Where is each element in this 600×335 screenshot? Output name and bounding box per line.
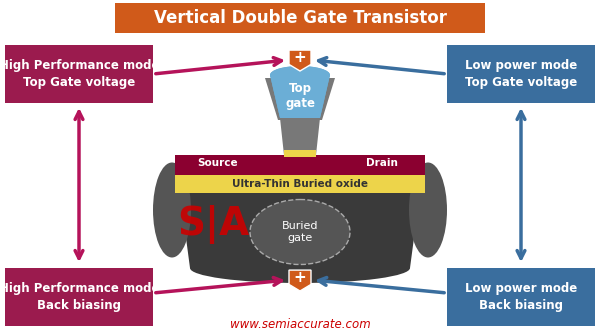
Ellipse shape xyxy=(270,66,330,84)
Polygon shape xyxy=(270,75,330,118)
Ellipse shape xyxy=(250,200,350,265)
Polygon shape xyxy=(175,155,425,268)
Ellipse shape xyxy=(270,66,330,84)
Polygon shape xyxy=(284,150,316,157)
Polygon shape xyxy=(175,175,425,193)
Text: Low power mode
Back biasing: Low power mode Back biasing xyxy=(465,282,577,312)
Text: Drain: Drain xyxy=(366,158,398,168)
Polygon shape xyxy=(289,270,311,291)
Polygon shape xyxy=(289,50,311,71)
Text: High Performance mode
Top Gate voltage: High Performance mode Top Gate voltage xyxy=(0,59,159,89)
Ellipse shape xyxy=(190,253,410,283)
Polygon shape xyxy=(265,78,335,120)
Polygon shape xyxy=(332,155,425,172)
FancyBboxPatch shape xyxy=(447,268,595,326)
Text: S|A: S|A xyxy=(177,205,249,245)
FancyBboxPatch shape xyxy=(447,45,595,103)
Text: +: + xyxy=(293,270,307,285)
Polygon shape xyxy=(280,118,320,155)
Ellipse shape xyxy=(153,162,191,258)
Text: www.semiaccurate.com: www.semiaccurate.com xyxy=(230,319,370,332)
Text: Source: Source xyxy=(197,158,238,168)
Text: Top
gate: Top gate xyxy=(285,82,315,110)
Text: Low power mode
Top Gate voltage: Low power mode Top Gate voltage xyxy=(465,59,577,89)
Polygon shape xyxy=(175,155,425,175)
Text: Vertical Double Gate Transistor: Vertical Double Gate Transistor xyxy=(154,9,446,27)
FancyBboxPatch shape xyxy=(5,268,153,326)
FancyBboxPatch shape xyxy=(115,3,485,33)
Polygon shape xyxy=(270,75,330,118)
Text: Buried
gate: Buried gate xyxy=(282,221,318,243)
Ellipse shape xyxy=(409,162,447,258)
FancyBboxPatch shape xyxy=(5,45,153,103)
Text: Ultra-Thin Buried oxide: Ultra-Thin Buried oxide xyxy=(232,179,368,189)
Polygon shape xyxy=(175,155,268,172)
Text: +: + xyxy=(293,50,307,65)
Text: High Performance mode
Back biasing: High Performance mode Back biasing xyxy=(0,282,159,312)
